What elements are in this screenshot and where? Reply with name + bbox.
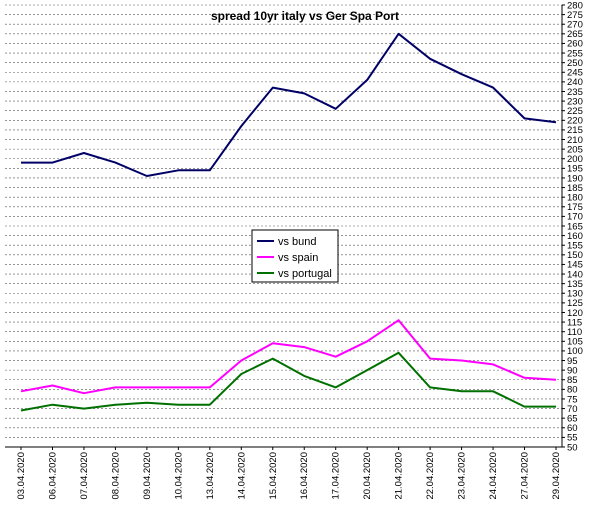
y-tick-label: 165: [567, 221, 583, 232]
x-tick-label: 15.04.2020: [268, 452, 279, 500]
y-tick-label: 260: [567, 39, 583, 50]
y-tick-label: 265: [567, 29, 583, 40]
y-tick-label: 50: [567, 442, 578, 453]
x-tick-label: 17.04.2020: [331, 452, 342, 500]
x-tick-label: 03.04.2020: [16, 452, 27, 500]
y-tick-label: 110: [567, 327, 582, 338]
x-tick-label: 07.04.2020: [79, 452, 90, 500]
legend-label: vs spain: [278, 252, 318, 264]
x-tick-label: 06.04.2020: [47, 452, 58, 500]
y-tick-label: 245: [567, 68, 583, 79]
y-tick-label: 170: [567, 212, 583, 223]
y-tick-label: 65: [567, 413, 578, 424]
y-tick-label: 100: [567, 346, 583, 357]
y-tick-label: 215: [567, 125, 583, 136]
y-tick-label: 105: [567, 337, 583, 348]
x-tick-label: 21.04.2020: [394, 452, 405, 500]
y-tick-label: 250: [567, 58, 583, 69]
y-tick-label: 240: [567, 77, 583, 88]
y-tick-label: 140: [567, 269, 583, 280]
y-tick-label: 155: [567, 241, 583, 252]
y-tick-label: 200: [567, 154, 583, 165]
series-line-vs-portugal: [20, 351, 556, 412]
y-tick-label: 255: [567, 48, 583, 59]
y-tick-label: 195: [567, 164, 583, 175]
y-tick-label: 210: [567, 135, 583, 146]
y-tick-label: 90: [567, 365, 578, 376]
y-tick-label: 275: [567, 10, 583, 21]
y-tick-label: 190: [567, 173, 583, 184]
y-tick-label: 135: [567, 279, 583, 290]
y-tick-label: 75: [567, 394, 578, 405]
x-tick-label: 23.04.2020: [457, 452, 468, 500]
y-tick-label: 270: [567, 20, 583, 31]
x-tick-label: 24.04.2020: [488, 452, 499, 500]
chart-title: spread 10yr italy vs Ger Spa Port: [211, 9, 399, 23]
y-tick-label: 180: [567, 192, 583, 203]
y-tick-label: 230: [567, 96, 583, 107]
legend-label: vs bund: [278, 236, 317, 248]
series-lines: [20, 32, 557, 412]
x-tick-label: 22.04.2020: [425, 452, 436, 500]
x-axis: 03.04.2020 06.04.2020 07.04.2020 08.04.2020…: [16, 447, 562, 500]
legend: vs bund vs spain vs portugal: [251, 229, 339, 283]
y-tick-label: 120: [567, 308, 583, 319]
x-tick-label: 29.04.2020: [551, 452, 562, 500]
y-tick-label: 80: [567, 385, 578, 396]
y-tick-label: 125: [567, 298, 583, 309]
y-tick-label: 60: [567, 423, 578, 434]
y-tick-label: 150: [567, 250, 583, 261]
y-tick-label: 185: [567, 183, 583, 194]
y-tick-label: 225: [567, 106, 583, 117]
x-tick-label: 10.04.2020: [173, 452, 184, 500]
x-tick-label: 14.04.2020: [236, 452, 247, 500]
y-tick-label: 145: [567, 260, 583, 271]
y-tick-label: 95: [567, 356, 578, 367]
x-tick-label: 27.04.2020: [520, 452, 531, 500]
x-tick-label: 13.04.2020: [205, 452, 216, 500]
x-tick-label: 20.04.2020: [362, 452, 373, 500]
x-tick-label: 16.04.2020: [299, 452, 310, 500]
y-tick-label: 205: [567, 144, 583, 155]
y-tick-label: 280: [567, 0, 583, 11]
x-tick-label: 08.04.2020: [110, 452, 121, 500]
y-tick-label: 85: [567, 375, 578, 386]
y-tick-label: 70: [567, 404, 578, 415]
x-tick-label: 09.04.2020: [142, 452, 153, 500]
series-line-vs-spain: [20, 319, 557, 395]
y-tick-label: 130: [567, 289, 583, 300]
y-tick-label: 220: [567, 116, 583, 127]
y-tick-label: 175: [567, 202, 583, 213]
gridlines: [5, 4, 562, 448]
y-tick-label: 115: [567, 317, 582, 328]
y-tick-label: 160: [567, 231, 583, 242]
y-tick-label: 235: [567, 87, 583, 98]
y-axis: 5055606570758085909510010511011512012513…: [562, 0, 583, 453]
legend-label: vs portugal: [278, 268, 332, 280]
series-line-vs-bund: [21, 32, 557, 177]
y-tick-label: 55: [567, 433, 578, 444]
